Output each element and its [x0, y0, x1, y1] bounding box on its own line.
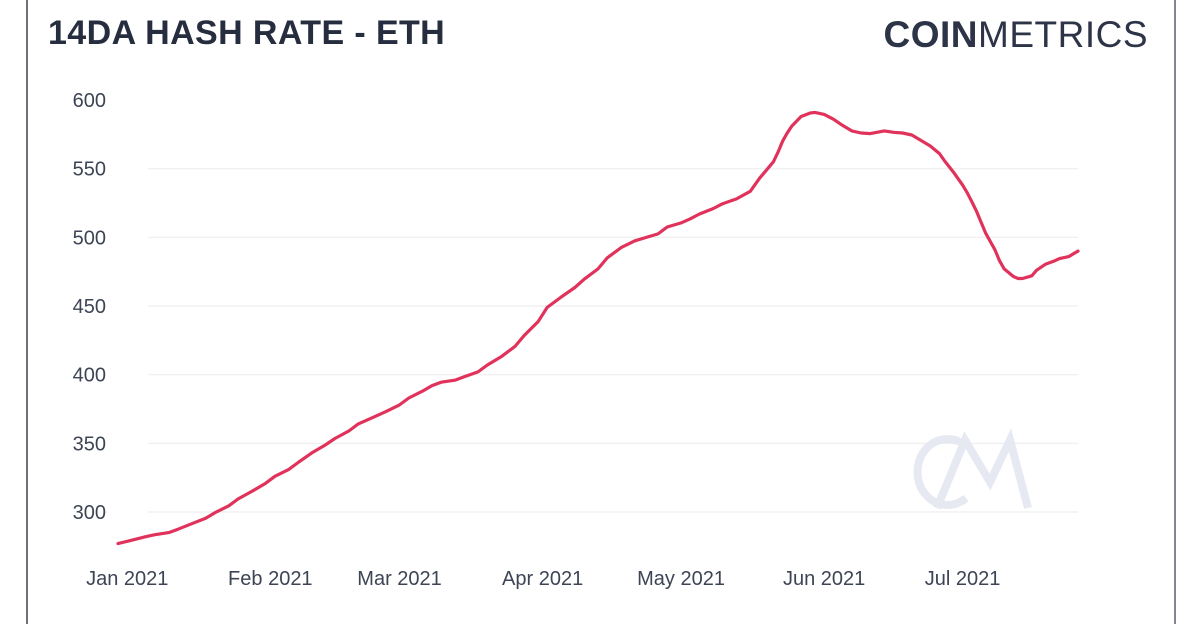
page-title: 14DA HASH RATE - ETH [48, 14, 446, 52]
logo-metrics-text: METRICS [978, 14, 1148, 55]
y-axis-label: 550 [73, 159, 106, 181]
left-border [26, 0, 28, 624]
y-axis-label: 300 [73, 502, 106, 524]
x-axis-label: Jun 2021 [783, 568, 865, 590]
x-axis-label: Jul 2021 [925, 568, 1001, 590]
x-axis-labels: Jan 2021 Feb 2021 Mar 2021 Apr 2021 May 2021… [86, 568, 1000, 590]
x-axis-label: Apr 2021 [502, 568, 583, 590]
x-axis-label: Mar 2021 [357, 568, 442, 590]
y-axis-label: 450 [73, 296, 106, 318]
hash-rate-line [116, 110, 1080, 546]
x-axis-label: Feb 2021 [228, 568, 313, 590]
x-axis-label: May 2021 [637, 568, 725, 590]
y-axis-label: 400 [73, 365, 106, 387]
y-axis-label: 600 [73, 90, 106, 112]
y-axis-labels: 300 350 400 450 500 550 600 [73, 90, 106, 524]
x-axis-label: Jan 2021 [86, 568, 168, 590]
watermark-c-shape [913, 435, 969, 509]
coinmetrics-logo: COINMETRICS [884, 14, 1149, 56]
watermark-m-shape [933, 428, 1032, 510]
right-border [1174, 0, 1176, 624]
gridlines [148, 167, 1078, 513]
cm-watermark-icon [913, 428, 1032, 510]
y-axis-label: 350 [73, 433, 106, 455]
logo-coin-text: COIN [883, 14, 978, 55]
y-axis-label: 500 [73, 227, 106, 249]
